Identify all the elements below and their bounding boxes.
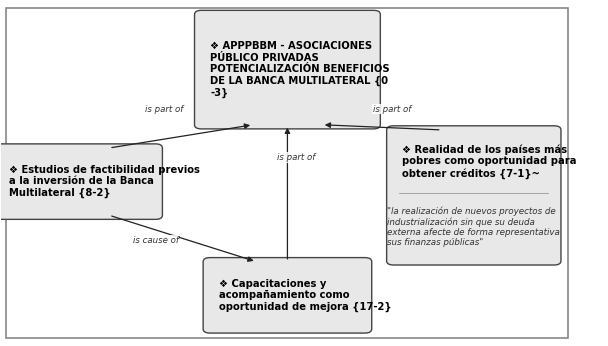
Text: is part of: is part of (145, 105, 183, 114)
Text: ❖ Estudios de factibilidad previos
a la inversión de la Banca
Multilateral {8-2}: ❖ Estudios de factibilidad previos a la … (9, 165, 200, 198)
Text: is part of: is part of (373, 105, 411, 114)
FancyBboxPatch shape (195, 10, 381, 129)
Text: ❖ APPPBBM - ASOCIACIONES
PÚBLICO PRIVADAS
POTENCIALIZACIÓN BENEFICIOS
DE LA BANC: ❖ APPPBBM - ASOCIACIONES PÚBLICO PRIVADA… (210, 41, 390, 98)
Text: is cause of: is cause of (133, 236, 179, 245)
Text: ❖ Realidad de los países más
pobres como oportunidad para
obtener créditos {7-1}: ❖ Realidad de los países más pobres como… (402, 144, 576, 179)
FancyBboxPatch shape (387, 126, 561, 265)
Text: is part of: is part of (277, 153, 315, 162)
FancyBboxPatch shape (0, 144, 162, 219)
FancyBboxPatch shape (203, 258, 371, 333)
Text: ❖ Capacitaciones y
acompañamiento como
oportunidad de mejora {17-2}: ❖ Capacitaciones y acompañamiento como o… (219, 279, 391, 312)
Text: "la realización de nuevos proyectos de
industrialización sin que su deuda
extern: "la realización de nuevos proyectos de i… (387, 206, 560, 247)
